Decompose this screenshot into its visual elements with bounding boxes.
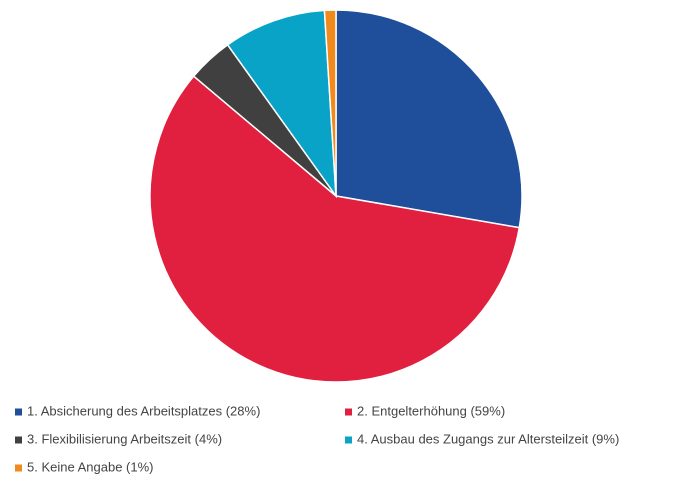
legend-marker: [15, 436, 22, 444]
pie-slice: [226, 9, 337, 199]
legend-label: 4. Ausbau des Zugangs zur Altersteilzeit…: [357, 431, 619, 446]
legend-label: 3. Flexibilisierung Arbeitszeit (4%): [27, 431, 222, 446]
pie-slice: [323, 9, 337, 197]
legend-marker: [15, 408, 22, 416]
legend-marker: [15, 464, 22, 472]
pie-slice: [149, 75, 521, 383]
legend-marker: [345, 408, 352, 416]
legend-label: 1. Absicherung des Arbeitsplatzes (28%): [27, 403, 260, 418]
legend-label: 2. Entgelterhöhung (59%): [357, 403, 505, 418]
pie-slice: [335, 9, 523, 229]
legend-label: 5. Keine Angabe (1%): [27, 459, 153, 474]
legend-marker: [345, 436, 352, 444]
